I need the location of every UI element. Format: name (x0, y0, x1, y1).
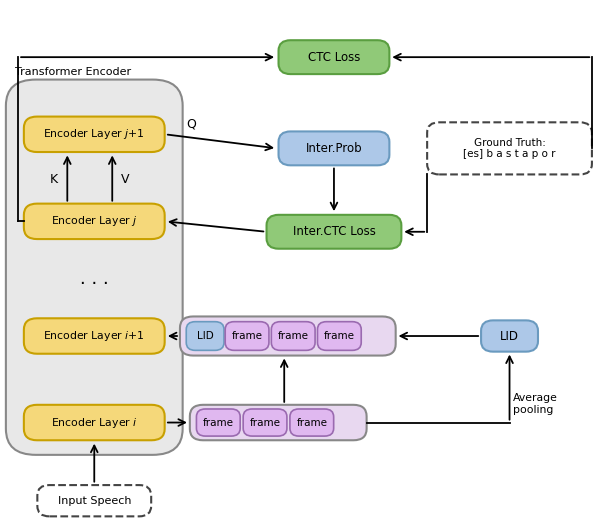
Text: Q: Q (186, 118, 196, 130)
FancyBboxPatch shape (272, 322, 315, 351)
FancyBboxPatch shape (196, 409, 240, 436)
Text: Average
pooling: Average pooling (512, 393, 557, 414)
Text: Inter.Prob: Inter.Prob (306, 142, 362, 155)
Text: V: V (121, 173, 129, 186)
FancyBboxPatch shape (24, 318, 165, 354)
Text: Encoder Layer $j$: Encoder Layer $j$ (51, 214, 138, 228)
Text: frame: frame (232, 331, 262, 341)
FancyBboxPatch shape (190, 405, 367, 440)
Text: frame: frame (250, 418, 281, 428)
Text: frame: frame (296, 418, 327, 428)
FancyBboxPatch shape (6, 80, 182, 455)
FancyBboxPatch shape (186, 322, 224, 351)
FancyBboxPatch shape (180, 316, 396, 356)
Text: Encoder Layer $j$+1: Encoder Layer $j$+1 (43, 127, 145, 141)
FancyBboxPatch shape (37, 485, 151, 516)
FancyBboxPatch shape (24, 405, 165, 440)
FancyBboxPatch shape (279, 132, 389, 165)
Text: . . .: . . . (80, 270, 108, 288)
Text: Encoder Layer $i$+1: Encoder Layer $i$+1 (43, 329, 145, 343)
Text: LID: LID (197, 331, 214, 341)
FancyBboxPatch shape (317, 322, 361, 351)
Text: Transformer Encoder: Transformer Encoder (14, 67, 131, 77)
Text: frame: frame (278, 331, 309, 341)
Text: Encoder Layer $i$: Encoder Layer $i$ (51, 416, 138, 430)
FancyBboxPatch shape (24, 204, 165, 239)
FancyBboxPatch shape (279, 40, 389, 74)
Text: CTC Loss: CTC Loss (308, 51, 360, 63)
Text: Input Speech: Input Speech (58, 496, 131, 506)
Text: LID: LID (500, 330, 519, 343)
FancyBboxPatch shape (290, 409, 334, 436)
FancyBboxPatch shape (243, 409, 287, 436)
FancyBboxPatch shape (481, 320, 538, 352)
FancyBboxPatch shape (24, 116, 165, 152)
FancyBboxPatch shape (225, 322, 269, 351)
Text: frame: frame (203, 418, 234, 428)
Text: frame: frame (324, 331, 355, 341)
Text: Ground Truth:
[es] b a s t a p o r: Ground Truth: [es] b a s t a p o r (464, 138, 556, 159)
Text: K: K (50, 173, 58, 186)
FancyBboxPatch shape (427, 122, 592, 174)
Text: Inter.CTC Loss: Inter.CTC Loss (293, 225, 376, 238)
FancyBboxPatch shape (267, 215, 402, 249)
